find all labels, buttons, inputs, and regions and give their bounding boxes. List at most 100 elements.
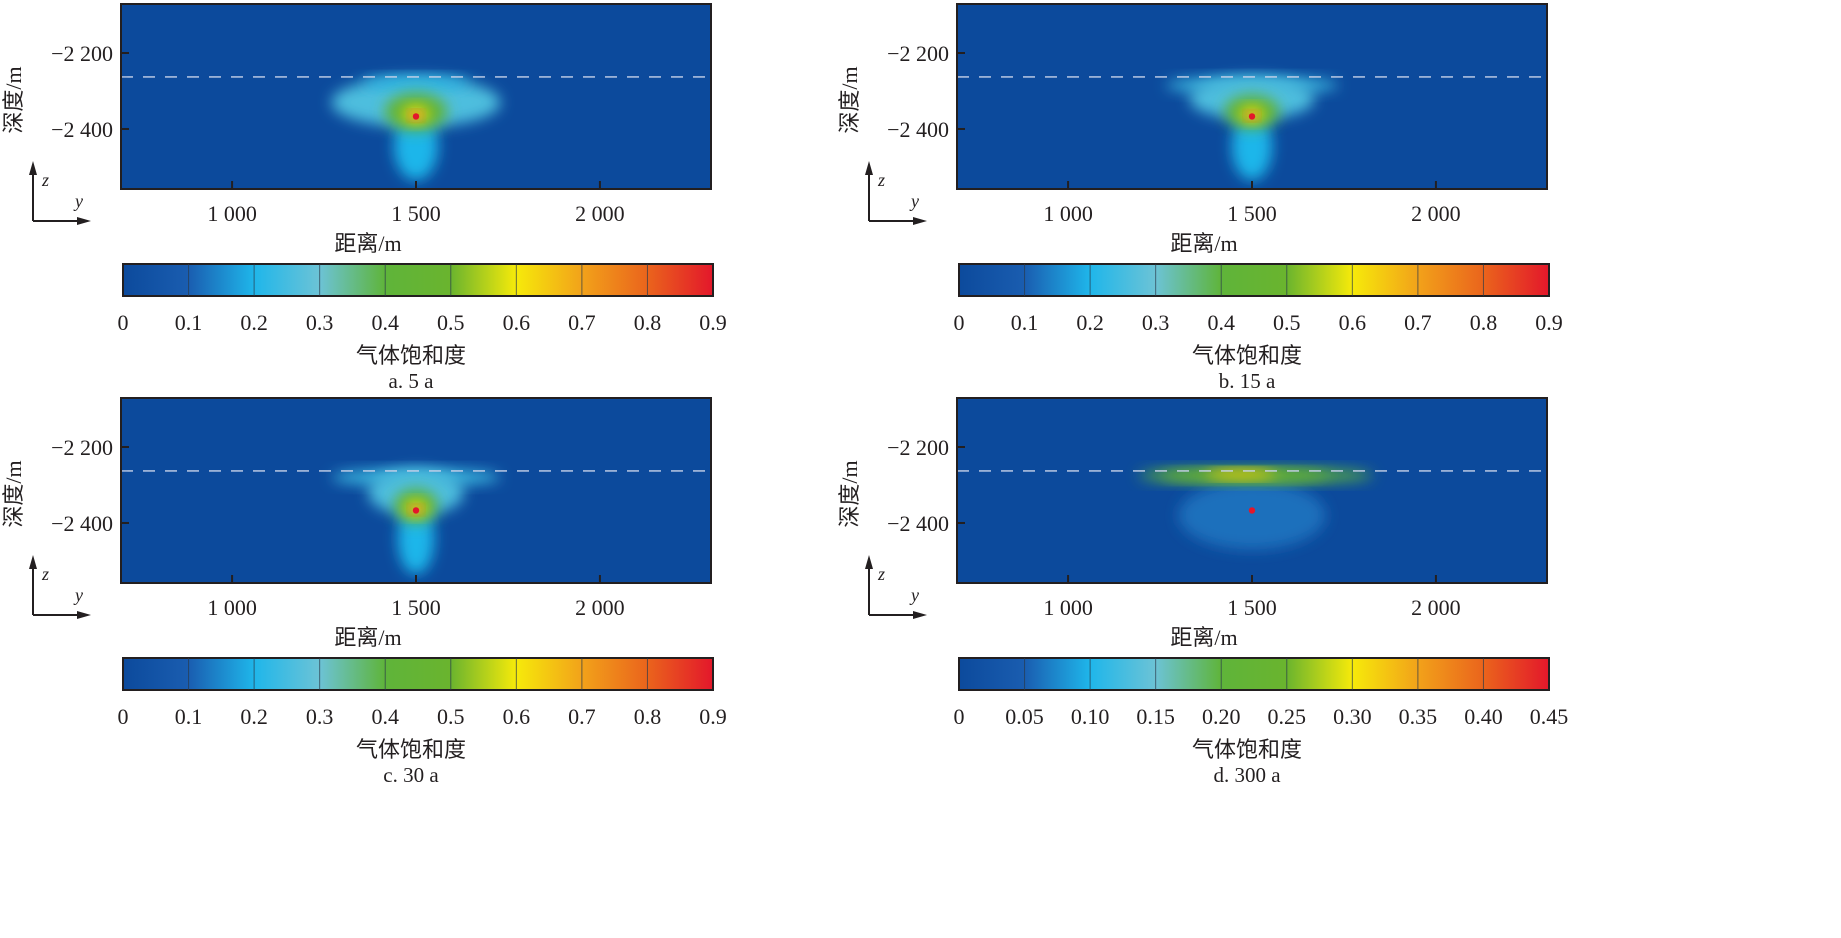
colorbar-tick-label: 0.6 <box>1339 310 1367 335</box>
x-tick-label: 1 000 <box>207 201 257 226</box>
panel-d: 1 000 1 500 2 000 −2 200 −2 400 距离/m 深度/m z y 0 0.… <box>837 397 1569 787</box>
y-tick-label: −2 200 <box>887 435 949 460</box>
colorbar-tick-label: 0.8 <box>1470 310 1498 335</box>
colorbar-tick-label: 0.5 <box>437 310 465 335</box>
y-tick-label: −2 200 <box>51 435 113 460</box>
x-tick-label: 2 000 <box>575 201 625 226</box>
colorbar-tick-label: 0.45 <box>1530 704 1569 729</box>
colorbar-tick-label: 0.3 <box>1142 310 1170 335</box>
x-tick-label: 2 000 <box>1411 201 1461 226</box>
colorbar-tick-label: 0.2 <box>1076 310 1104 335</box>
colorbar-tick-label: 0.15 <box>1136 704 1175 729</box>
colorbar-tick-label: 0.3 <box>306 704 334 729</box>
x-axis-label: 距离/m <box>1170 625 1237 650</box>
colorbar-tick-label: 0.8 <box>634 310 662 335</box>
panel-caption: b. 15 a <box>1219 369 1276 393</box>
colorbar-tick-label: 0 <box>118 310 129 335</box>
colorbar-tick-label: 0.6 <box>503 704 531 729</box>
y-axis-label: 深度/m <box>1 66 26 133</box>
colorbar-tick-label: 0.7 <box>568 310 596 335</box>
colorbar-tick-label: 0.5 <box>1273 310 1301 335</box>
x-tick-label: 1 000 <box>1043 595 1093 620</box>
z-axis-glyph-label: z <box>877 170 885 190</box>
colorbar-tick-label: 0.6 <box>503 310 531 335</box>
colorbar-tick-label: 0.05 <box>1005 704 1044 729</box>
axes-arrows-icon <box>32 565 81 616</box>
panel-caption: c. 30 a <box>383 763 439 787</box>
x-tick-label: 1 500 <box>1227 595 1277 620</box>
x-axis-label: 距离/m <box>1170 231 1237 256</box>
plume-blob <box>1231 111 1273 181</box>
plume-blob <box>360 76 472 91</box>
panel-caption: a. 5 a <box>389 369 435 393</box>
colorbar-tick-label: 0 <box>118 704 129 729</box>
colorbar-label: 气体饱和度 <box>1192 343 1302 368</box>
colorbar-tick-label: 0.7 <box>568 704 596 729</box>
plume-blob <box>1206 470 1276 479</box>
y-axis-glyph-label: y <box>909 585 919 605</box>
plume-layer <box>1137 467 1374 550</box>
colorbar-tick-label: 0 <box>954 310 965 335</box>
z-axis-glyph-label: z <box>41 170 49 190</box>
x-tick-label: 1 000 <box>207 595 257 620</box>
y-axis-glyph-label: y <box>73 191 83 211</box>
x-tick-label: 1 000 <box>1043 201 1093 226</box>
panel-a: 1 000 1 500 2 000 −2 200 −2 400 距离/m 深度/m z y 0 0.… <box>1 3 727 393</box>
plume-layer <box>331 469 501 575</box>
y-tick-label: −2 400 <box>51 117 113 142</box>
colorbar <box>958 657 1550 691</box>
colorbar-label: 气体饱和度 <box>356 737 466 762</box>
panel-b: 1 000 1 500 2 000 −2 200 −2 400 距离/m 深度/m z y 0 0.… <box>837 3 1563 393</box>
y-tick-label: −2 200 <box>887 41 949 66</box>
colorbar-tick-label: 0.8 <box>634 704 662 729</box>
colorbar-label: 气体饱和度 <box>1192 737 1302 762</box>
injection-point <box>1248 507 1256 514</box>
x-tick-label: 2 000 <box>575 595 625 620</box>
x-tick-label: 2 000 <box>1411 595 1461 620</box>
injection-point <box>412 113 420 120</box>
colorbar-tick-label: 0.35 <box>1399 704 1438 729</box>
colorbar-tick-label: 0.1 <box>175 310 203 335</box>
panel-caption: d. 300 a <box>1213 763 1281 787</box>
colorbar-tick-label: 0 <box>954 704 965 729</box>
y-tick-label: −2 400 <box>887 511 949 536</box>
x-axis-label: 距离/m <box>334 625 401 650</box>
x-tick-label: 1 500 <box>391 595 441 620</box>
colorbar <box>122 263 714 297</box>
colorbar-tick-label: 0.4 <box>371 704 399 729</box>
y-axis-label: 深度/m <box>837 66 862 133</box>
y-tick-label: −2 400 <box>887 117 949 142</box>
y-tick-label: −2 400 <box>51 511 113 536</box>
colorbar-tick-label: 0.7 <box>1404 310 1432 335</box>
colorbar-tick-label: 0.30 <box>1333 704 1372 729</box>
z-axis-glyph-label: z <box>877 564 885 584</box>
axes-arrows-icon <box>868 171 917 222</box>
colorbar-tick-label: 0.9 <box>1535 310 1563 335</box>
z-axis-glyph-label: z <box>41 564 49 584</box>
plume-layer <box>1165 76 1339 181</box>
colorbar-label: 气体饱和度 <box>356 343 466 368</box>
colorbar <box>958 263 1550 297</box>
colorbar-tick-label: 0.3 <box>306 310 334 335</box>
injection-point <box>1248 113 1256 120</box>
colorbar-tick-label: 0.10 <box>1071 704 1110 729</box>
colorbar-tick-label: 0.9 <box>699 310 727 335</box>
colorbar-tick-label: 0.4 <box>371 310 399 335</box>
y-axis-label: 深度/m <box>837 460 862 527</box>
y-axis-glyph-label: y <box>909 191 919 211</box>
colorbar <box>122 657 714 691</box>
colorbar-tick-label: 0.9 <box>699 704 727 729</box>
panel-c: 1 000 1 500 2 000 −2 200 −2 400 距离/m 深度/m z y 0 0.… <box>1 397 727 787</box>
x-tick-label: 1 500 <box>1227 201 1277 226</box>
x-tick-label: 1 500 <box>391 201 441 226</box>
colorbar-tick-label: 0.5 <box>437 704 465 729</box>
axes-arrows-icon <box>868 565 917 616</box>
colorbar-tick-label: 0.1 <box>1011 310 1039 335</box>
colorbar-tick-label: 0.1 <box>175 704 203 729</box>
colorbar-tick-label: 0.2 <box>240 704 268 729</box>
colorbar-tick-label: 0.25 <box>1268 704 1307 729</box>
plume-blob <box>1178 481 1326 550</box>
colorbar-tick-label: 0.2 <box>240 310 268 335</box>
y-axis-label: 深度/m <box>1 460 26 527</box>
